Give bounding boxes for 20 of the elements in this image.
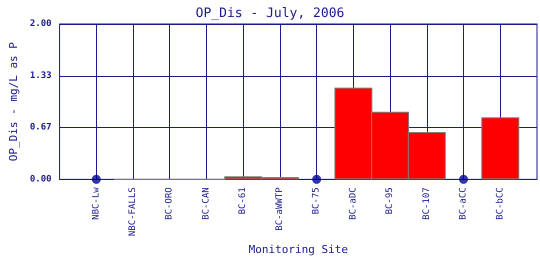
y-tick-label: 0.00 <box>30 174 52 184</box>
bar <box>481 117 520 180</box>
y-tick-label: 2.00 <box>30 19 52 29</box>
x-tick-label: BC-CAN <box>201 187 212 220</box>
x-axis-title: Monitoring Site <box>248 243 348 256</box>
x-tick-label: BC-95 <box>385 187 396 214</box>
x-tick-label: BC-75 <box>312 187 322 214</box>
x-tick-label: BC-61 <box>238 187 248 214</box>
x-tick-label: BC-ORO <box>164 187 175 220</box>
y-tick-label: 0.67 <box>30 122 52 133</box>
y-tick-label: 1.33 <box>30 70 52 81</box>
x-tick-label: BC-107 <box>422 187 432 220</box>
x-tick-label: BC-aDC <box>348 187 358 220</box>
chart-title: OP_Dis - July, 2006 <box>196 6 344 21</box>
x-tick-label: BC-bCC <box>495 187 506 220</box>
x-tick-label: BC-aWWTP <box>274 186 285 231</box>
x-tick-label: BC-aCC <box>458 187 469 220</box>
x-tick-label: NBC-FALLS <box>128 187 138 236</box>
y-axis-title: OP_Dis - mg/L as P <box>7 42 20 162</box>
x-tick-label: NBC-Lw <box>91 186 102 220</box>
